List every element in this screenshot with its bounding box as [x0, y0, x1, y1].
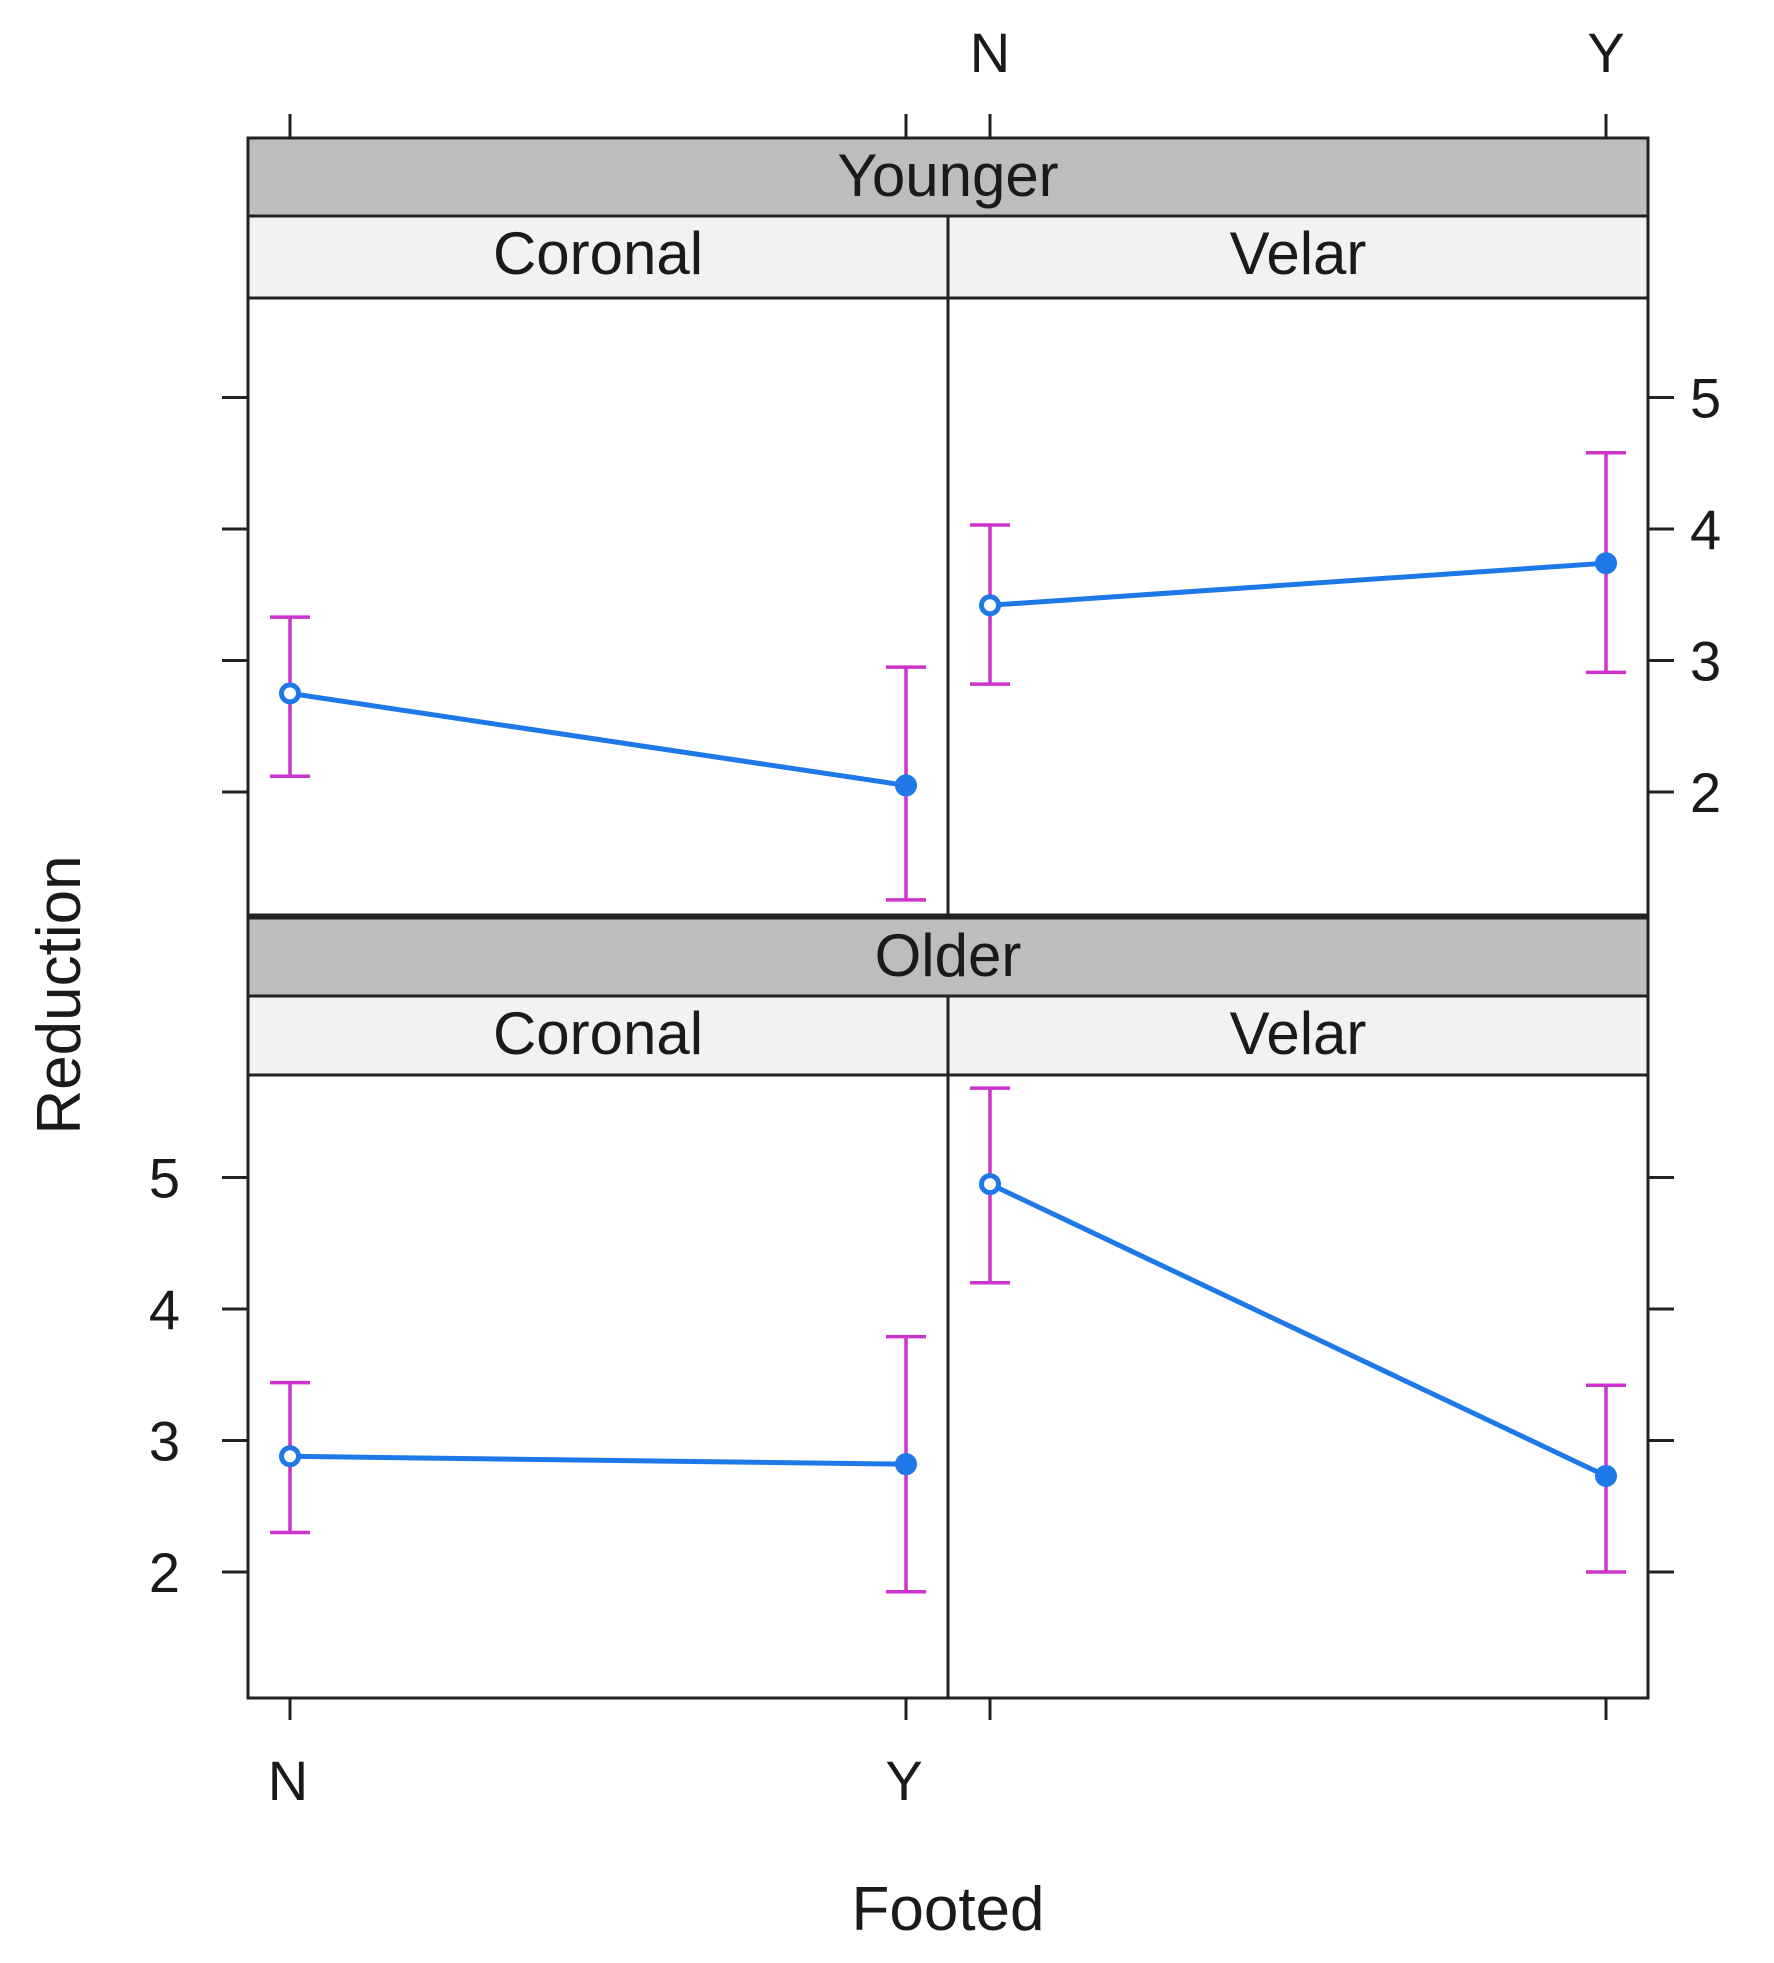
- y-axis-title: Reduction: [25, 855, 94, 1134]
- x-tick-label-bottom-n: N: [268, 1749, 308, 1812]
- strip-label-older-coronal: Coronal: [493, 1000, 703, 1067]
- x-tick-label-top-n: N: [970, 21, 1010, 84]
- y-tick-label-left-5: 5: [149, 1147, 180, 1210]
- series-line-younger-velar: [989, 560, 1607, 608]
- data-point-older-coronal-n: [279, 1445, 301, 1468]
- y-tick-label-right-3: 3: [1690, 630, 1721, 693]
- series-line-older-velar: [988, 1181, 1608, 1479]
- series-line-younger-coronal: [289, 690, 907, 788]
- panel-younger-coronal: [270, 615, 926, 902]
- strip-inner-younger-coronal: [246, 214, 950, 300]
- panel-older-velar: [970, 1086, 1626, 1574]
- panel-layer: Younger Coronal Velar Older Coronal Velar: [246, 136, 1650, 1700]
- data-point-older-velar-y: [1595, 1465, 1617, 1488]
- x-axis-title: Footed: [851, 1875, 1044, 1944]
- y-tick-label-right-2: 2: [1690, 761, 1721, 824]
- panel-frame-younger-velar: [946, 296, 1650, 917]
- data-point-younger-velar-n: [979, 594, 1001, 617]
- data-point-older-velar-n: [979, 1173, 1001, 1196]
- x-tick-label-bottom-y: Y: [885, 1749, 922, 1812]
- strip-outer-older: [246, 916, 1650, 998]
- strip-label-younger-velar: Velar: [1230, 220, 1367, 287]
- strip-label-older: Older: [875, 922, 1022, 989]
- strip-inner-younger-velar: [946, 214, 1650, 300]
- series-line-older-coronal: [289, 1453, 907, 1467]
- panel-younger-velar: [970, 450, 1626, 686]
- data-point-younger-velar-y: [1595, 552, 1617, 575]
- strip-inner-older-velar: [946, 994, 1650, 1077]
- y-tick-label-right-5: 5: [1690, 367, 1721, 430]
- strip-label-older-velar: Velar: [1230, 1000, 1367, 1067]
- strip-outer-younger: [246, 136, 1650, 218]
- panel-frame-older-velar: [946, 1073, 1650, 1700]
- y-tick-label-left-3: 3: [149, 1410, 180, 1473]
- panel-frame-older-coronal: [246, 1073, 950, 1700]
- x-tick-label-top-y: Y: [1587, 21, 1624, 84]
- strip-label-younger: Younger: [837, 142, 1058, 209]
- strip-label-younger-coronal: Coronal: [493, 220, 703, 287]
- y-tick-label-right-4: 4: [1690, 498, 1721, 561]
- data-point-older-coronal-y: [895, 1453, 917, 1476]
- panel-frame-younger-coronal: [246, 296, 950, 917]
- y-tick-label-left-4: 4: [149, 1278, 180, 1341]
- axis-layer: N Y N Y 2 2 3 3 4 4 5 5: [149, 21, 1721, 1812]
- data-point-younger-coronal-n: [279, 682, 301, 705]
- panel-older-coronal: [270, 1334, 926, 1594]
- data-point-younger-coronal-y: [895, 774, 917, 797]
- y-tick-label-left-2: 2: [149, 1541, 180, 1604]
